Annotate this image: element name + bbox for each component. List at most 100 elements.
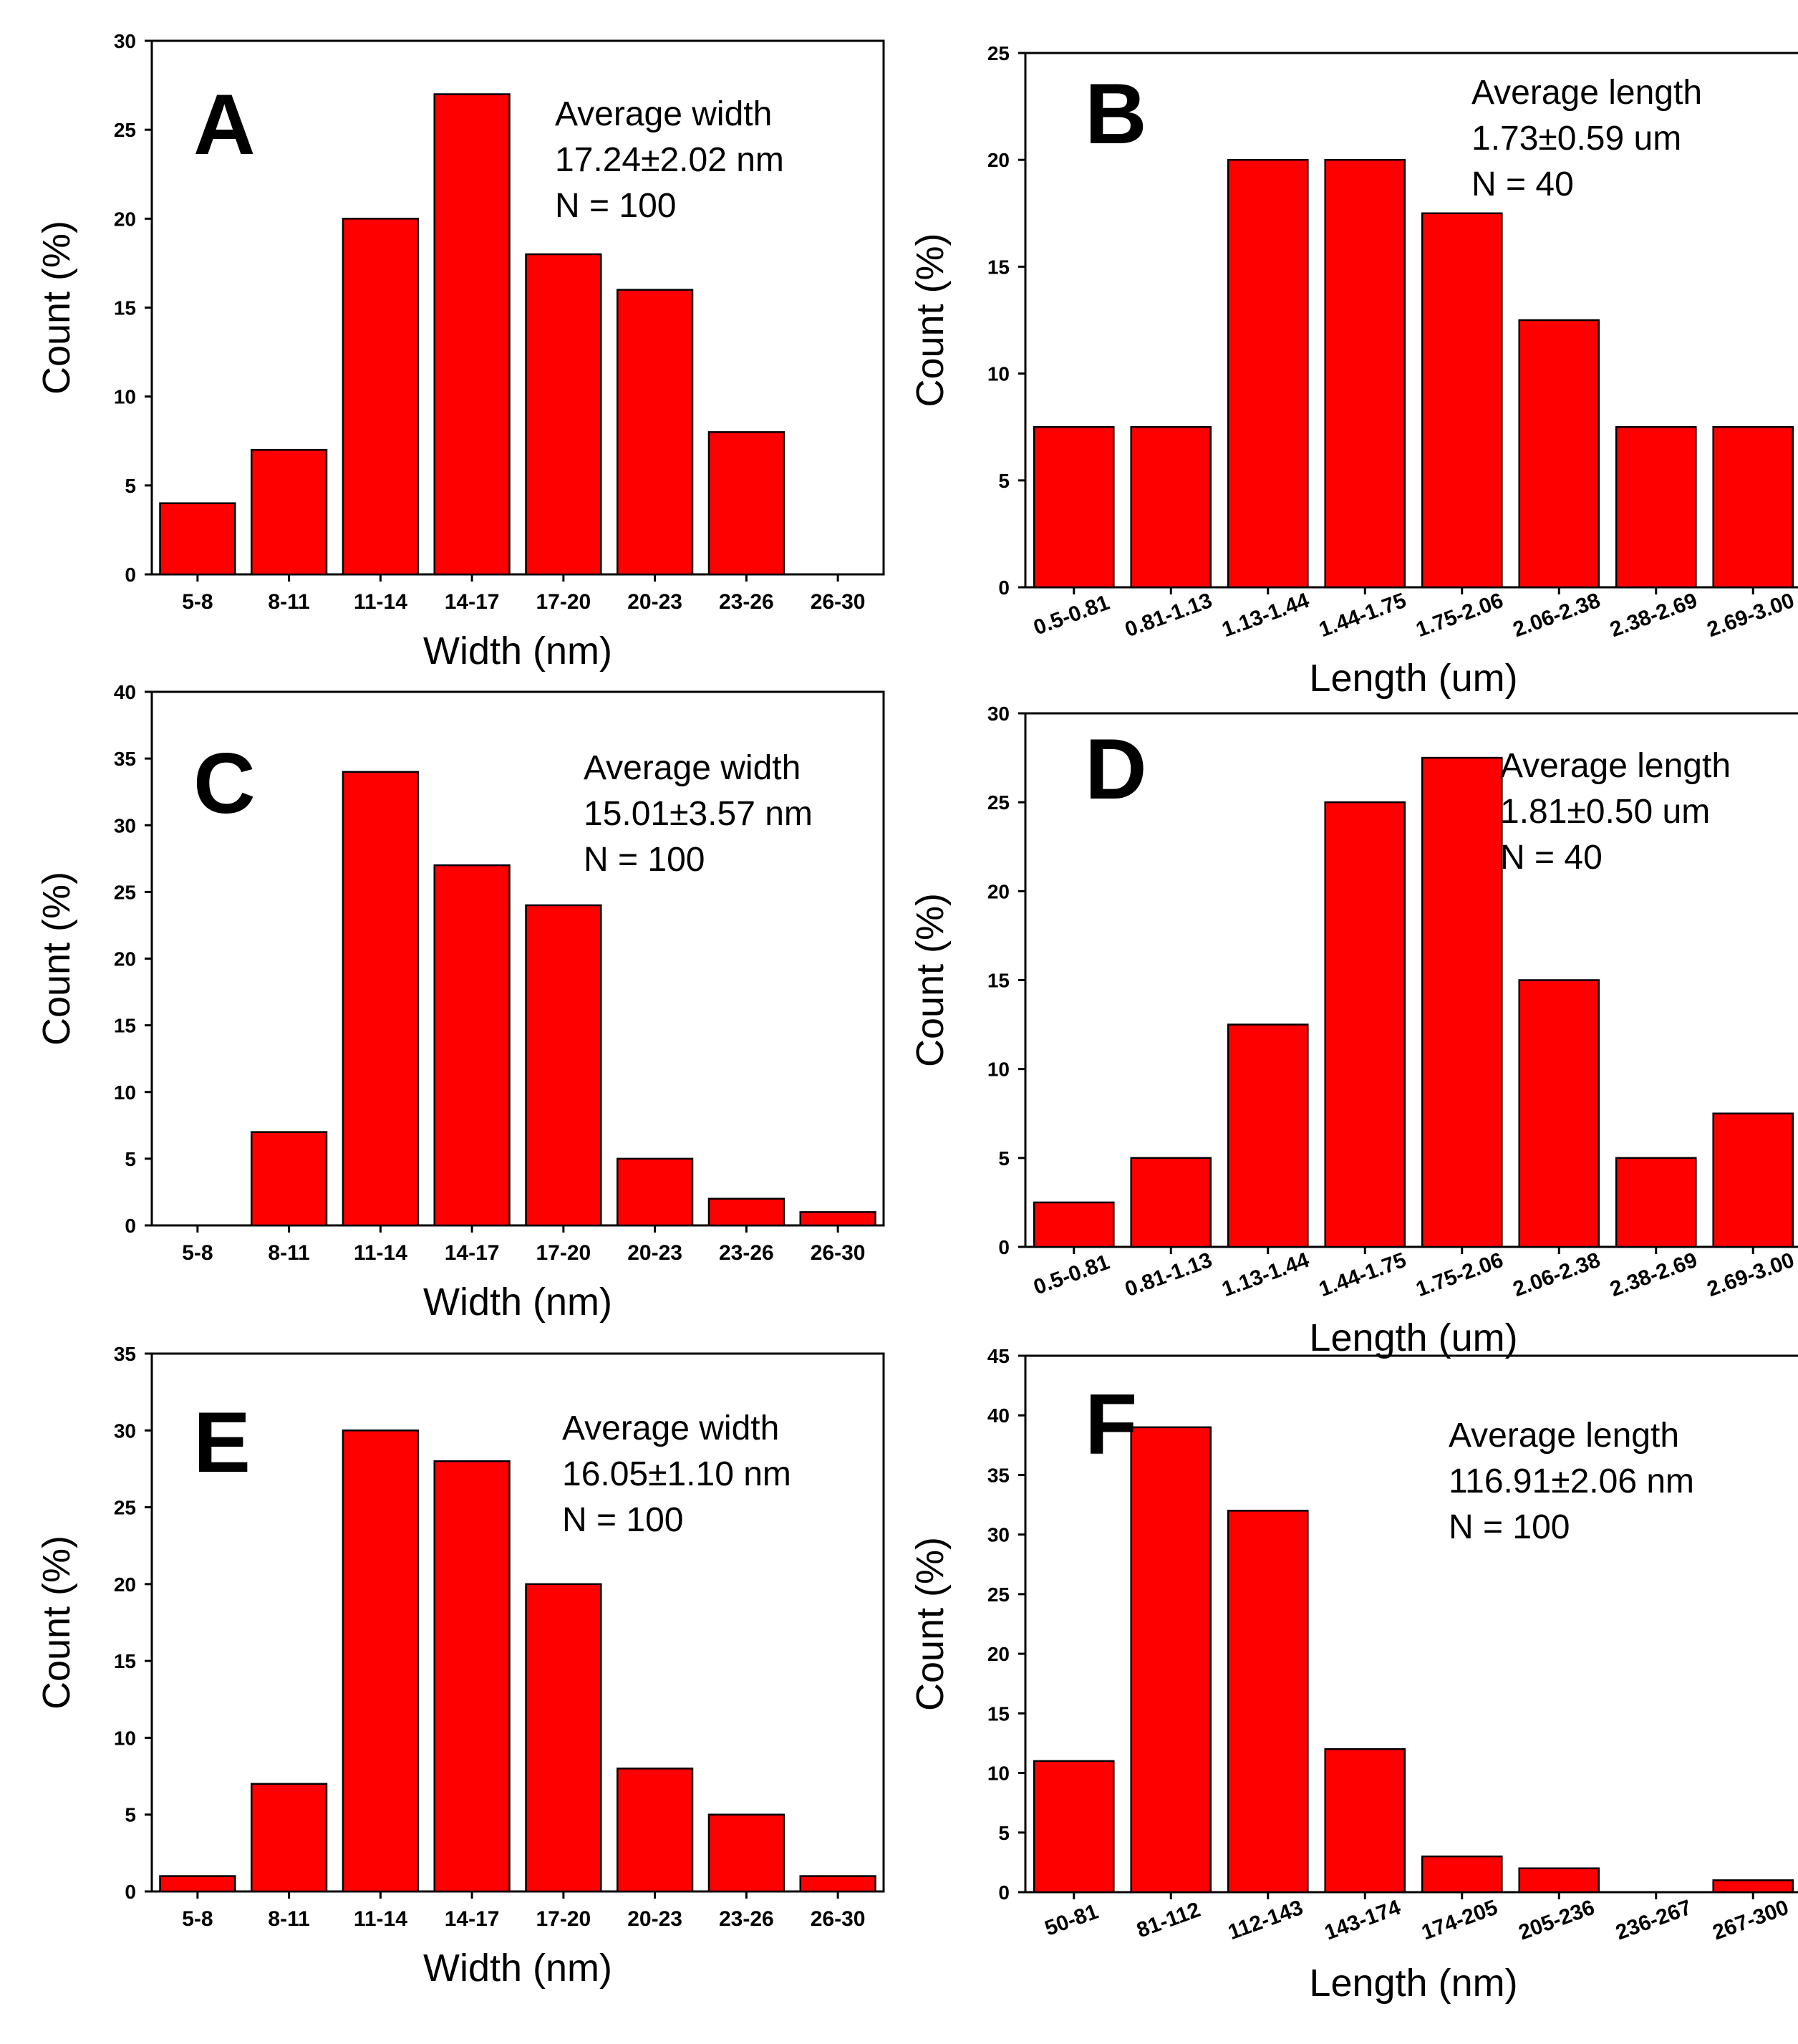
panel-e-ytick-label: 20 [114,1573,136,1596]
panel-e-y-axis-label: Count (%) [35,1536,78,1710]
panel-e-bar-5-8 [159,1875,236,1893]
panel-b-annotation-line: 1.73±0.59 um [1471,120,1681,158]
panel-f-ytick-label: 15 [987,1702,1010,1725]
panel-d-bar-2.69-3.00 [1712,1112,1794,1248]
panel-b-xtick-label: 0.81-1.13 [1122,589,1215,642]
panel-e-annotation-line: N = 100 [562,1501,683,1539]
panel-e-xtick-label: 23-26 [719,1907,774,1931]
panel-a-bar-8-11 [250,448,328,576]
panel-f-ytick-label: 0 [998,1881,1010,1904]
panel-b-ytick-label: 10 [987,363,1010,385]
panel-f-xtick-label: 205-236 [1516,1896,1598,1945]
panel-b-ytick-label: 25 [987,42,1010,64]
panel-e-letter: E [193,1394,251,1490]
panel-b-xtick-label: 0.5-0.81 [1030,591,1113,640]
panel-d-bar-1.13-1.44 [1227,1023,1309,1248]
panel-c-bar-8-11 [250,1131,328,1227]
panel-b-xtick-label: 2.06-2.38 [1510,589,1603,642]
panel-a-letter: A [193,77,256,173]
panel-e-annotation-line: Average width [562,1409,779,1447]
panel-b-bar-1.13-1.44 [1227,158,1309,589]
panel-e-bar-26-30 [799,1875,876,1893]
panel-f-ytick-label: 35 [987,1464,1010,1486]
panel-e-ytick-label: 0 [125,1881,136,1903]
panel-d-xtick-label: 1.44-1.75 [1316,1248,1409,1301]
panel-e-bar-8-11 [250,1783,328,1893]
panel-e-xtick-label: 17-20 [536,1907,591,1931]
panel-a-ytick-label: 20 [114,208,136,230]
panel-a-ytick-label: 0 [125,564,136,586]
panel-e-xtick-label: 20-23 [627,1907,682,1931]
panel-d-bar-0.5-0.81 [1033,1201,1115,1248]
panel-a-ytick-label: 30 [114,30,136,52]
panel-d-annotation-line: N = 40 [1500,839,1603,877]
panel-d-annotation-line: Average length [1500,747,1731,785]
panel-b-annotation-line: N = 40 [1471,165,1574,203]
panel-d-bar-1.44-1.75 [1324,801,1406,1248]
panel-f-bar-267-300 [1712,1879,1794,1894]
panel-c-ytick-label: 0 [125,1215,136,1237]
panel-d-xtick-label: 2.06-2.38 [1510,1248,1603,1301]
panel-b-ytick-label: 15 [987,256,1010,278]
panel-c-xtick-label: 20-23 [627,1241,682,1265]
panel-f-ytick-label: 40 [987,1404,1010,1427]
panel-b-bar-1.44-1.75 [1324,158,1406,589]
panel-f-ytick-label: 45 [987,1345,1010,1367]
panel-c-x-axis-label: Width (nm) [423,1281,612,1324]
panel-c-ytick-label: 10 [114,1081,136,1104]
panel-c-xtick-label: 11-14 [354,1241,407,1265]
panel-f-plot-frame [1024,1354,1798,1894]
panel-b-ytick-label: 5 [998,470,1010,492]
panel-f-bar-174-205 [1421,1855,1503,1894]
panel-b-xtick-label: 2.69-3.00 [1704,589,1797,642]
panel-c-ytick-label: 40 [114,681,136,703]
panel-e-xtick-label: 14-17 [445,1907,500,1931]
panel-c-bar-14-17 [433,864,511,1227]
panel-c-bar-23-26 [707,1197,786,1227]
panel-a-bar-20-23 [616,289,694,576]
panel-b-bar-0.5-0.81 [1033,425,1115,589]
panel-a-bar-5-8 [159,502,236,576]
panel-f-xtick-label: 174-205 [1418,1896,1501,1945]
panel-c-annotation-line: Average width [584,749,801,787]
panel-a-xtick-label: 14-17 [445,590,500,614]
panel-e-bar-14-17 [433,1460,511,1893]
panel-b-xtick-label: 2.38-2.69 [1607,589,1700,642]
panel-c-xtick-label: 17-20 [536,1241,591,1265]
panel-a-xtick-label: 5-8 [182,590,213,614]
panel-a-ytick-label: 10 [114,386,136,408]
panel-f-annotation-line: 116.91±2.06 nm [1449,1462,1694,1500]
panel-e-x-axis-label: Width (nm) [423,1947,612,1990]
panel-b-annotation-line: Average length [1471,74,1702,112]
panel-f-xtick-label: 50-81 [1042,1899,1101,1940]
panel-c-bar-11-14 [342,771,420,1227]
panel-c-ytick-label: 30 [114,814,136,837]
panel-d-bar-0.81-1.13 [1130,1157,1212,1248]
panel-a-annotation-line: Average width [555,95,772,133]
panel-e-ytick-label: 25 [114,1497,136,1519]
panel-c-xtick-label: 26-30 [811,1241,866,1265]
panel-f-x-axis-label: Length (nm) [1309,1962,1517,2005]
panel-a-y-axis-label: Count (%) [35,221,78,395]
panel-b-bar-1.75-2.06 [1421,212,1503,589]
panel-e-bar-20-23 [616,1768,694,1893]
panel-d-x-axis-label: Length (um) [1309,1316,1517,1359]
panel-e-xtick-label: 5-8 [182,1907,213,1931]
panel-c-bar-20-23 [616,1157,694,1227]
panel-d-ytick-label: 10 [987,1059,1010,1081]
panel-c-xtick-label: 5-8 [182,1241,213,1265]
panel-d-bar-1.75-2.06 [1421,756,1503,1248]
panel-f-bar-143-174 [1324,1748,1406,1894]
panel-d-ytick-label: 20 [987,880,1010,902]
panel-a-annotation-line: N = 100 [555,187,676,225]
panel-f-ytick-label: 5 [998,1822,1010,1844]
panel-b-letter: B [1085,66,1147,162]
panel-d-y-axis-label: Count (%) [909,893,952,1067]
panel-c-annotation-line: 15.01±3.57 nm [584,795,813,833]
panel-a-xtick-label: 23-26 [719,590,774,614]
panel-c-bar-17-20 [525,904,602,1227]
panel-a-ytick-label: 5 [125,475,136,497]
panel-d-xtick-label: 2.38-2.69 [1607,1248,1700,1301]
panel-e-bar-17-20 [525,1583,602,1893]
panel-d-bar-2.06-2.38 [1518,979,1600,1248]
